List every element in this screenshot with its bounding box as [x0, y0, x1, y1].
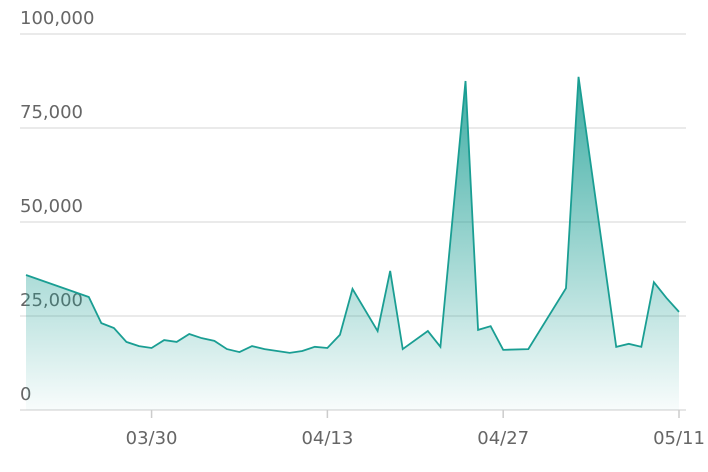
- area-fill: [26, 76, 679, 410]
- y-tick-label: 0: [20, 384, 31, 405]
- y-tick-label: 50,000: [20, 196, 83, 217]
- y-tick-label: 75,000: [20, 102, 83, 123]
- x-tick-label: 03/30: [126, 428, 178, 449]
- y-tick-label: 100,000: [20, 8, 94, 29]
- area-line: [25, 76, 680, 354]
- x-tick-label: 05/11: [653, 428, 705, 449]
- x-tick-label: 04/13: [301, 428, 353, 449]
- x-tick-label: 04/27: [477, 428, 529, 449]
